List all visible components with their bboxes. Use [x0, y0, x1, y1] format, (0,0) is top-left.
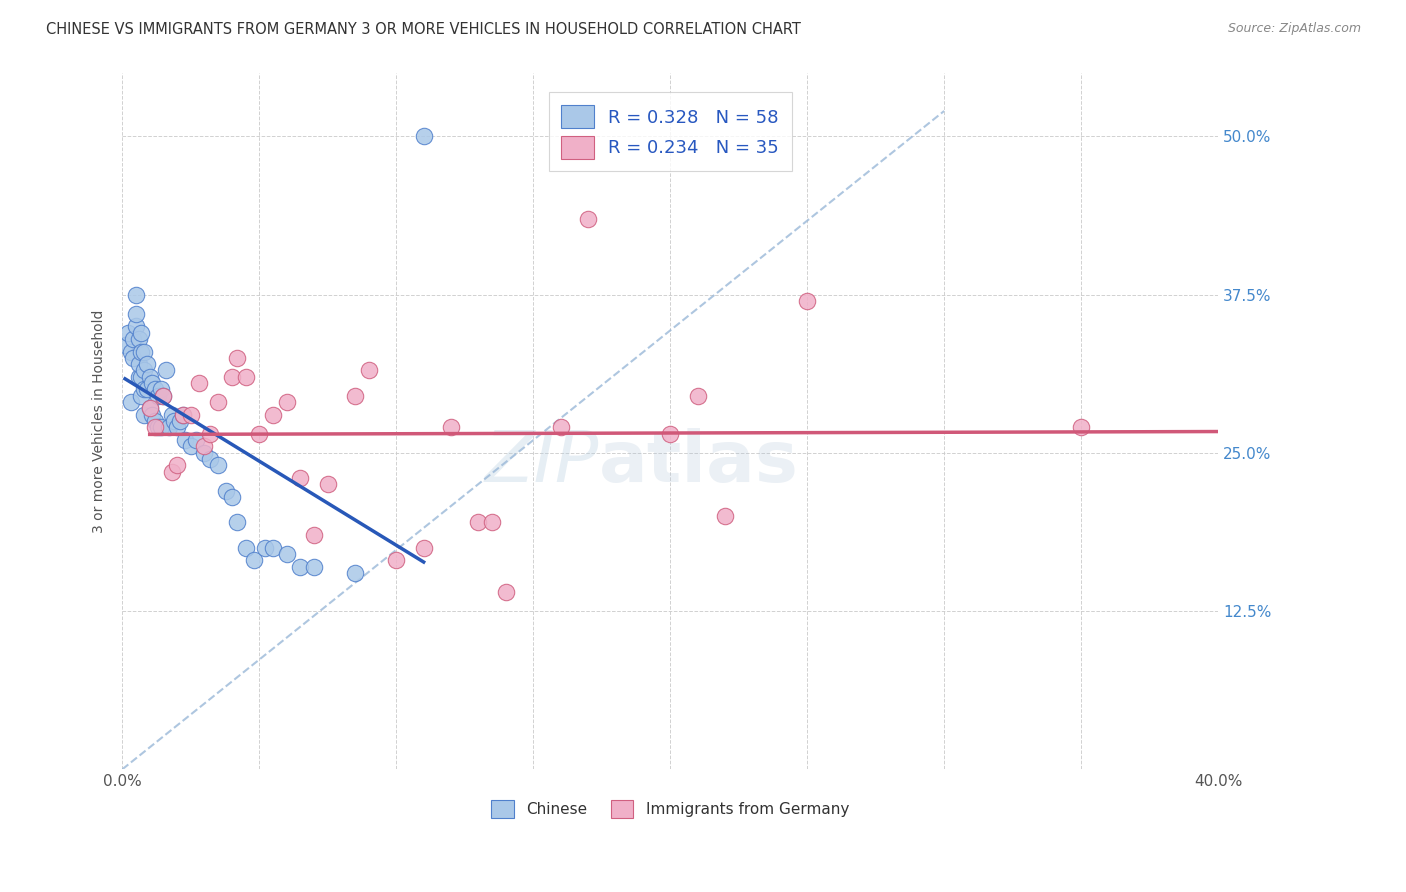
Point — [302, 528, 325, 542]
Point — [172, 408, 194, 422]
Point — [495, 585, 517, 599]
Point — [163, 414, 186, 428]
Point — [134, 408, 156, 422]
Point — [290, 471, 312, 485]
Point — [155, 363, 177, 377]
Point — [215, 483, 238, 498]
Point — [138, 401, 160, 416]
Point — [125, 319, 148, 334]
Point — [143, 420, 166, 434]
Point — [198, 426, 221, 441]
Point — [134, 383, 156, 397]
Point — [235, 541, 257, 555]
Point — [146, 420, 169, 434]
Point — [481, 516, 503, 530]
Point — [160, 465, 183, 479]
Point — [131, 369, 153, 384]
Point — [659, 426, 682, 441]
Point — [169, 414, 191, 428]
Point — [141, 376, 163, 391]
Point — [276, 395, 298, 409]
Point — [117, 326, 139, 340]
Point — [122, 351, 145, 365]
Point — [143, 383, 166, 397]
Point — [193, 446, 215, 460]
Point — [302, 559, 325, 574]
Point — [138, 401, 160, 416]
Point — [128, 357, 150, 371]
Point — [125, 306, 148, 320]
Point — [357, 363, 380, 377]
Point — [186, 433, 208, 447]
Point — [114, 338, 136, 352]
Point — [221, 369, 243, 384]
Point — [160, 408, 183, 422]
Point — [180, 408, 202, 422]
Point — [166, 420, 188, 434]
Text: atlas: atlas — [599, 428, 799, 498]
Point — [226, 516, 249, 530]
Point — [714, 509, 737, 524]
Legend: Chinese, Immigrants from Germany: Chinese, Immigrants from Germany — [485, 794, 855, 824]
Point — [134, 363, 156, 377]
Point — [128, 332, 150, 346]
Point — [198, 452, 221, 467]
Point — [207, 458, 229, 473]
Point — [576, 211, 599, 226]
Text: ZIP: ZIP — [485, 428, 599, 498]
Point — [221, 490, 243, 504]
Point — [412, 541, 434, 555]
Point — [193, 440, 215, 454]
Point — [149, 383, 172, 397]
Y-axis label: 3 or more Vehicles in Household: 3 or more Vehicles in Household — [93, 310, 107, 533]
Point — [440, 420, 463, 434]
Point — [550, 420, 572, 434]
Point — [141, 408, 163, 422]
Point — [235, 369, 257, 384]
Point — [136, 357, 159, 371]
Point — [136, 383, 159, 397]
Point — [120, 395, 142, 409]
Point — [146, 389, 169, 403]
Point — [152, 389, 174, 403]
Point — [290, 559, 312, 574]
Point — [143, 414, 166, 428]
Point — [138, 369, 160, 384]
Point — [385, 553, 408, 567]
Point — [1070, 420, 1092, 434]
Point — [247, 426, 270, 441]
Point — [125, 287, 148, 301]
Point — [180, 440, 202, 454]
Point — [243, 553, 266, 567]
Point — [128, 369, 150, 384]
Point — [262, 541, 284, 555]
Point — [253, 541, 276, 555]
Point — [467, 516, 489, 530]
Point — [149, 420, 172, 434]
Point — [120, 344, 142, 359]
Point — [412, 129, 434, 144]
Point — [686, 389, 709, 403]
Point — [174, 433, 197, 447]
Point — [131, 326, 153, 340]
Point — [207, 395, 229, 409]
Point — [188, 376, 211, 391]
Point — [226, 351, 249, 365]
Point — [344, 566, 367, 580]
Point — [122, 332, 145, 346]
Point — [131, 344, 153, 359]
Point — [262, 408, 284, 422]
Point — [152, 389, 174, 403]
Point — [131, 389, 153, 403]
Text: Source: ZipAtlas.com: Source: ZipAtlas.com — [1227, 22, 1361, 36]
Point — [166, 458, 188, 473]
Text: CHINESE VS IMMIGRANTS FROM GERMANY 3 OR MORE VEHICLES IN HOUSEHOLD CORRELATION C: CHINESE VS IMMIGRANTS FROM GERMANY 3 OR … — [46, 22, 801, 37]
Point — [172, 408, 194, 422]
Point — [134, 344, 156, 359]
Point — [157, 420, 180, 434]
Point — [344, 389, 367, 403]
Point — [276, 547, 298, 561]
Point — [316, 477, 339, 491]
Point — [796, 293, 818, 308]
